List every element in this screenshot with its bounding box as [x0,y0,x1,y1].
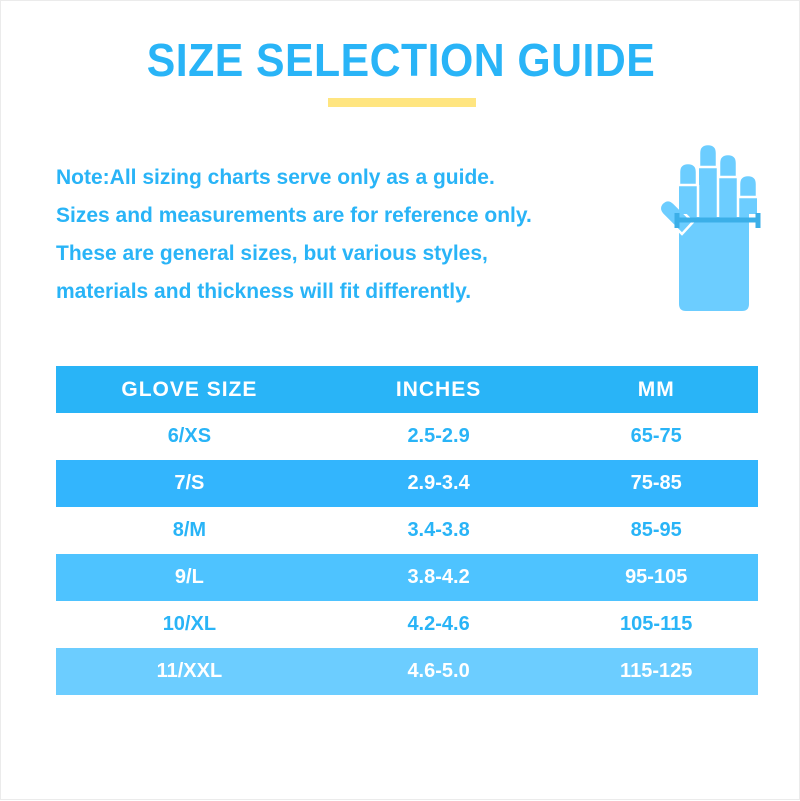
size-chart-table: GLOVE SIZE INCHES MM 6/XS 2.5-2.9 65-75 … [56,366,758,695]
glove-palm-shape [679,209,749,311]
title-underline-accent [328,98,476,107]
glove-fingertip-pinky [737,173,759,199]
cell-glove-size: 9/L [174,566,204,588]
page-title: SIZE SELECTION GUIDE [146,34,656,86]
table-row: 8/M 3.4-3.8 85-95 [56,507,758,554]
table-row: 11/XXL 4.6-5.0 115-125 [56,648,758,695]
cell-inches: 4.2-4.6 [407,613,470,635]
glove-finger-middle [699,144,717,214]
glove-fingertip-index [677,161,699,187]
glove-illustration [649,139,779,324]
cell-mm: 95-105 [625,566,688,588]
glove-finger-index [679,163,697,214]
table-row: 10/XL 4.2-4.6 105-115 [56,601,758,648]
cell-glove-size: 10/XL [162,613,217,635]
cell-inches: 3.4-3.8 [407,519,470,541]
table-row: 6/XS 2.5-2.9 65-75 [56,413,758,460]
cell-inches: 4.6-5.0 [407,660,470,682]
cell-glove-size: 11/XXL [156,660,223,682]
glove-finger-ring [719,154,737,214]
cell-mm: 75-85 [630,472,682,494]
cell-inches: 2.5-2.9 [407,425,470,447]
table-row: 7/S 2.9-3.4 75-85 [56,460,758,507]
glove-fingertip-middle [697,142,719,169]
note-line: materials and thickness will fit differe… [56,280,472,303]
cell-mm: 105-115 [620,613,693,635]
cell-inches: 3.8-4.2 [407,566,470,588]
note-line: These are general sizes, but various sty… [56,242,488,265]
note-line: Note:All sizing charts serve only as a g… [56,166,495,189]
cell-mm: 85-95 [630,519,682,541]
glove-fingertip-ring [717,152,739,179]
cell-glove-size: 8/M [172,519,207,541]
cell-glove-size: 6/XS [167,425,212,447]
column-header-mm: MM [637,377,675,401]
cell-mm: 65-75 [630,425,682,447]
note-line: Sizes and measurements are for reference… [56,204,532,227]
note-block: Note:All sizing charts serve only as a g… [56,159,616,311]
cell-mm: 115-125 [620,660,693,682]
cell-glove-size: 7/S [174,472,205,494]
table-header-row: GLOVE SIZE INCHES MM [56,366,758,413]
column-header-glove-size: GLOVE SIZE [121,377,258,401]
column-header-inches: INCHES [395,377,482,401]
table-row: 9/L 3.8-4.2 95-105 [56,554,758,601]
glove-finger-pinky [739,175,757,214]
cell-inches: 2.9-3.4 [407,472,470,494]
